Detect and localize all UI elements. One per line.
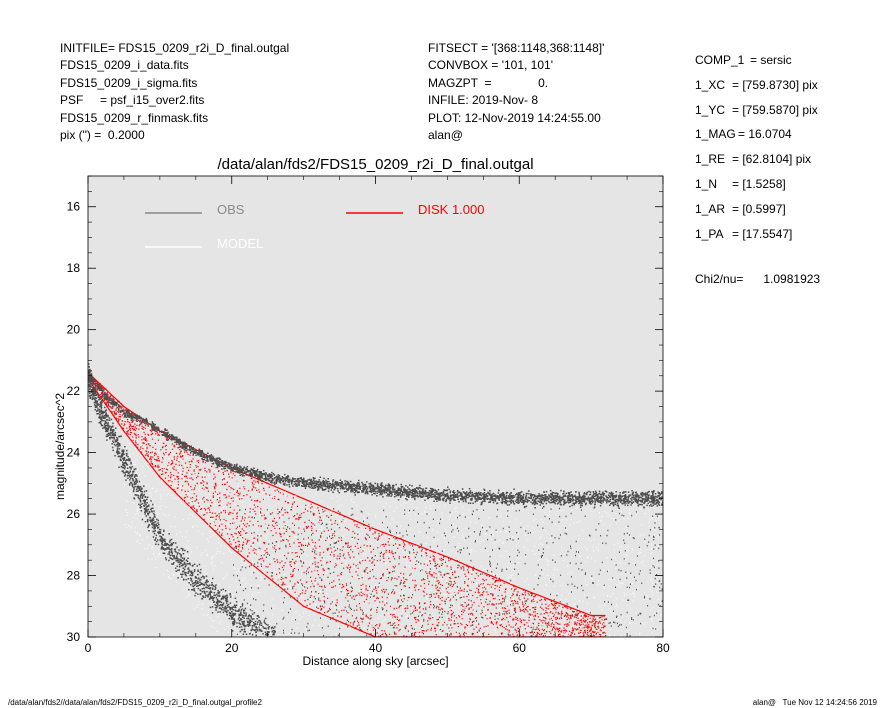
parameter-value: = 16.0704 [738,127,792,142]
parameter-key: 1_PA [695,226,724,241]
parameter-row: 1_XC = [759.8730] pix [695,73,818,98]
x-tick-label: 80 [656,641,670,655]
parameter-key: 1_AR [695,201,726,216]
disk-lower-edge [88,378,606,637]
axis-ticks: 0 20 40 60 80 16 18 20 22 24 26 28 30 [67,175,670,655]
x-axis-label: Distance along sky [arcsec] [302,654,448,668]
footer-path: /data/alan/fds2//data/alan/fds2/FDS15_02… [8,698,262,707]
parameter-key: COMP_1 [695,53,745,67]
parameter-value: = [759.5870] pix [732,102,818,117]
header-middle-line: alan@ [428,128,463,143]
parameter-value: = [759.8730] pix [732,77,818,92]
legend: OBS MODEL DISK 1.000 [145,202,485,251]
chart-title: /data/alan/fds2/FDS15_0209_r2i_D_final.o… [217,156,534,173]
parameter-row: 1_RE = [62.8104] pix [695,147,818,172]
parameter-row: 1_MAG = 16.0704 [695,122,818,147]
footer-timestamp: alan@ Tue Nov 12 14:24:56 2019 [752,698,877,707]
header-left-block: INITFILE= FDS15_0209_r2i_D_final.outgal F… [60,40,289,144]
parameter-row: 1_AR = [0.5997] [695,197,818,222]
obs-series [88,363,663,637]
x-tick-label: 20 [225,641,239,655]
y-tick-label: 20 [67,323,81,337]
obs-points [88,363,663,637]
y-tick-label: 22 [67,384,81,398]
parameter-key: 1_YC [695,102,726,117]
y-tick-label: 16 [67,200,81,214]
header-left-line: pix (") = 0.2000 [60,128,145,143]
chi2-label: Chi2/nu= [695,272,744,286]
x-tick-label: 0 [85,641,92,655]
parameter-value: = [17.5547] [732,226,793,241]
x-tick-label: 60 [513,641,527,655]
legend-label: OBS [217,202,245,217]
legend-label: MODEL [217,236,263,251]
parameter-key: 1_XC [695,77,726,92]
header-left-line: FDS15_0209_r_finmask.fits [60,110,209,125]
plot-area [88,176,663,637]
header-left-line: PSF = psf_i15_over2.fits [60,93,205,108]
header-middle-line: CONVBOX = '101, 101' [428,58,553,73]
parameter-value: = sersic [750,53,792,67]
parameter-value: = [1.5258] [732,176,786,191]
parameter-key: 1_RE [695,152,726,167]
y-tick-label: 28 [67,569,81,583]
chi2-value: 1.0981923 [763,272,821,286]
parameter-block: COMP_1 = sersic 1_XC = [759.8730] pix 1_YC = … [695,48,818,246]
model-points [124,424,663,637]
parameter-key: 1_N [695,176,718,191]
parameter-value: = [62.8104] pix [732,152,812,167]
header-left-line: FDS15_0209_i_data.fits [60,58,189,73]
parameter-value: = [0.5997] [732,201,786,216]
parameter-key: 1_MAG [695,127,736,142]
y-axis-label: magnitude/arcsec^2 [53,393,67,500]
y-tick-label: 18 [67,261,81,275]
parameter-row: COMP_1 = sersic [695,48,818,73]
y-tick-label: 24 [67,446,81,460]
parameter-row: 1_N = [1.5258] [695,172,818,197]
model-series [124,424,663,637]
header-middle-line: INFILE: 2019-Nov- 8 [428,93,539,108]
chi2-readout: Chi2/nu= 1.0981923 [695,272,820,286]
header-left-line: INITFILE= FDS15_0209_r2i_D_final.outgal [60,41,290,55]
header-left-line: FDS15_0209_i_sigma.fits [60,75,198,90]
y-tick-label: 26 [67,507,81,521]
legend-label: DISK 1.000 [418,202,485,217]
header-middle-line: FITSECT = '[368:1148,368:1148]' [428,41,605,55]
parameter-row: 1_YC = [759.5870] pix [695,98,818,123]
header-middle-block: FITSECT = '[368:1148,368:1148]' CONVBOX =… [428,40,604,144]
y-tick-label: 30 [67,630,81,644]
x-tick-label: 40 [369,641,383,655]
header-middle-line: MAGZPT = 0. [428,75,549,90]
parameter-row: 1_PA = [17.5547] [695,222,818,247]
header-middle-line: PLOT: 12-Nov-2019 14:24:55.00 [428,110,601,125]
